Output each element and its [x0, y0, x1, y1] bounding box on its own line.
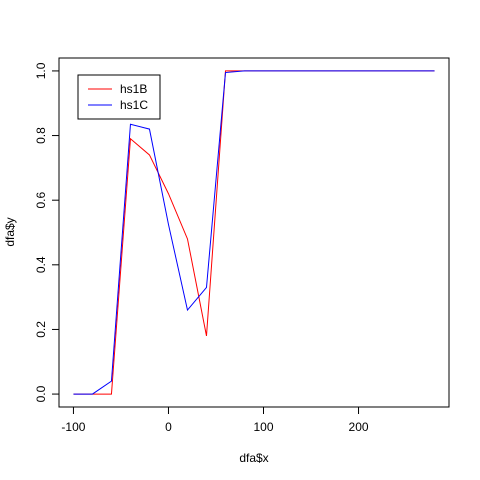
y-axis-label: dfa$y: [3, 217, 17, 246]
y-tick-label: 0.0: [34, 385, 48, 402]
legend-label: hs1C: [120, 98, 148, 112]
x-axis-label: dfa$x: [239, 451, 268, 465]
legend-label: hs1B: [120, 82, 147, 96]
y-tick-label: 0.8: [34, 127, 48, 144]
y-tick-label: 1.0: [34, 62, 48, 79]
x-tick-label: 100: [253, 420, 273, 434]
x-tick-label: 200: [349, 420, 369, 434]
series-line: [73, 70, 435, 395]
x-tick-label: 0: [165, 420, 172, 434]
y-tick-label: 0.2: [34, 321, 48, 338]
x-tick-label: -100: [61, 420, 85, 434]
legend-box: [77, 74, 161, 120]
y-tick-label: 0.4: [34, 256, 48, 273]
y-tick-label: 0.6: [34, 192, 48, 209]
